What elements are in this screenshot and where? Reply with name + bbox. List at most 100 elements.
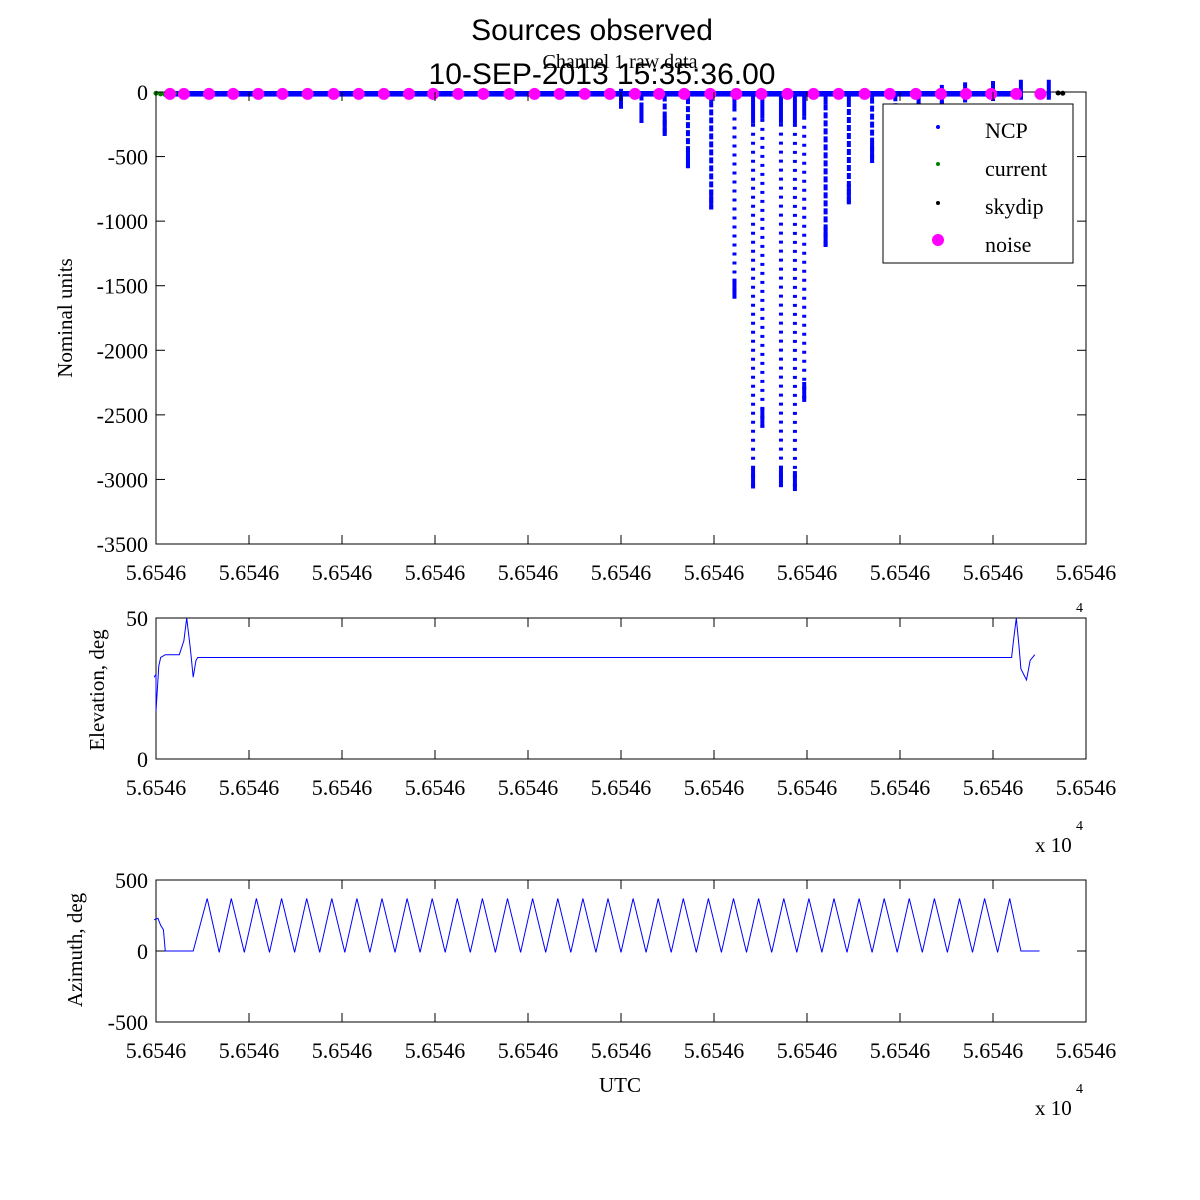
raw-x-tick-label: 5.6546 bbox=[219, 560, 280, 585]
raw-x-tick-label: 5.6546 bbox=[870, 560, 931, 585]
elev-x-tick-label: 5.6546 bbox=[591, 775, 652, 800]
raw-x-tick-label: 5.6546 bbox=[591, 560, 652, 585]
raw-y-tick-label: -2500 bbox=[97, 403, 148, 428]
elev-x-tick-label: 5.6546 bbox=[405, 775, 466, 800]
az-x-tick-label: 5.6546 bbox=[777, 1038, 838, 1063]
noise-point bbox=[1010, 87, 1023, 100]
az-x-tick-label: 5.6546 bbox=[126, 1038, 187, 1063]
noise-point bbox=[883, 87, 896, 100]
noise-point bbox=[653, 87, 666, 100]
noise-point bbox=[163, 87, 176, 100]
azimuth-line bbox=[153, 898, 1040, 953]
noise-point bbox=[477, 87, 490, 100]
noise-point bbox=[755, 87, 768, 100]
noise-point bbox=[678, 87, 691, 100]
elevation-y-ticks: 0 50 bbox=[126, 606, 1086, 772]
azimuth-panel: 5.6546 5.6546 5.6546 5.6546 5.6546 5.6546 5.65… bbox=[63, 868, 1116, 1120]
noise-point bbox=[276, 87, 289, 100]
skydip-point bbox=[1055, 90, 1061, 96]
noise-point bbox=[377, 87, 390, 100]
elev-x-tick-label: 5.6546 bbox=[126, 775, 187, 800]
noise-point bbox=[578, 87, 591, 100]
noise-point bbox=[832, 87, 845, 100]
elevation-exponent-power: 4 bbox=[1076, 819, 1083, 834]
azimuth-exponent-base: x 10 bbox=[1035, 1096, 1072, 1120]
raw-x-ticks: 5.6546 5.6546 5.6546 5.6546 5.6546 5.6546 5.65… bbox=[126, 92, 1117, 585]
legend-label-noise: noise bbox=[985, 232, 1031, 257]
noise-point bbox=[503, 87, 516, 100]
azimuth-y-ticks: -500 0 500 bbox=[108, 868, 1086, 1035]
az-y-tick-label: -500 bbox=[108, 1010, 148, 1035]
noise-point bbox=[1034, 87, 1047, 100]
legend-box bbox=[882, 103, 1074, 264]
noise-point bbox=[807, 87, 820, 100]
elev-x-tick-label: 5.6546 bbox=[219, 775, 280, 800]
noise-point bbox=[909, 87, 922, 100]
ncp-baseline-band bbox=[165, 91, 1021, 97]
x-axis-label: UTC bbox=[599, 1073, 641, 1097]
noise-point bbox=[252, 87, 265, 100]
skydip-point bbox=[1060, 90, 1066, 96]
legend-marker-ncp bbox=[936, 125, 940, 129]
az-series-line bbox=[153, 898, 1040, 953]
az-x-tick-label: 5.6546 bbox=[684, 1038, 745, 1063]
elevation-axes-box bbox=[155, 617, 1087, 760]
current-point bbox=[158, 91, 164, 97]
az-x-tick-label: 5.6546 bbox=[870, 1038, 931, 1063]
raw-x-tick-label: 5.6546 bbox=[405, 560, 466, 585]
raw-x-tick-label: 5.6546 bbox=[777, 560, 838, 585]
noise-point bbox=[352, 87, 365, 100]
noise-point bbox=[177, 87, 190, 100]
noise-point bbox=[203, 87, 216, 100]
noise-point bbox=[704, 87, 717, 100]
legend-marker-noise bbox=[932, 234, 944, 246]
elevation-x-ticks: 5.6546 5.6546 5.6546 5.6546 5.6546 5.6546 5.65… bbox=[126, 618, 1117, 800]
elev-x-tick-label: 5.6546 bbox=[870, 775, 931, 800]
azimuth-y-axis-label: Azimuth, deg bbox=[63, 892, 87, 1007]
legend: NCP current skydip noise bbox=[882, 103, 1074, 264]
raw-x-tick-label: 5.6546 bbox=[126, 560, 187, 585]
noise-point bbox=[960, 87, 973, 100]
noise-point bbox=[603, 87, 616, 100]
raw-exponent-power: 4 bbox=[1076, 601, 1083, 616]
noise-point bbox=[934, 87, 947, 100]
az-x-tick-label: 5.6546 bbox=[498, 1038, 559, 1063]
elev-x-tick-label: 5.6546 bbox=[498, 775, 559, 800]
figure-title: Sources observed bbox=[471, 14, 713, 47]
raw-y-tick-label: -3500 bbox=[97, 532, 148, 557]
noise-point bbox=[985, 87, 998, 100]
az-y-tick-label: 0 bbox=[137, 939, 148, 964]
elevation-y-axis-label: Elevation, deg bbox=[85, 629, 109, 751]
noise-point bbox=[730, 87, 743, 100]
az-x-tick-label: 5.6546 bbox=[963, 1038, 1024, 1063]
elev-x-tick-label: 5.6546 bbox=[963, 775, 1024, 800]
noise-point bbox=[227, 87, 240, 100]
noise-point bbox=[452, 87, 465, 100]
elevation-panel: 5.6546 5.6546 5.6546 5.6546 5.6546 5.6546 5.65… bbox=[85, 601, 1116, 857]
figure-subtitle: 10-SEP-2013 15:35:36.00 bbox=[429, 58, 776, 91]
az-x-tick-label: 5.6546 bbox=[219, 1038, 280, 1063]
azimuth-exponent-power: 4 bbox=[1076, 1082, 1083, 1097]
noise-point bbox=[327, 87, 340, 100]
az-x-tick-label: 5.6546 bbox=[591, 1038, 652, 1063]
legend-marker-skydip bbox=[936, 201, 940, 205]
raw-x-tick-label: 5.6546 bbox=[312, 560, 373, 585]
noise-point bbox=[301, 87, 314, 100]
raw-y-tick-label: 0 bbox=[137, 80, 148, 105]
azimuth-x-ticks: 5.6546 5.6546 5.6546 5.6546 5.6546 5.6546 5.65… bbox=[126, 880, 1116, 1063]
elev-x-tick-label: 5.6546 bbox=[777, 775, 838, 800]
elev-y-tick-label: 0 bbox=[137, 747, 148, 772]
raw-x-tick-label: 5.6546 bbox=[498, 560, 559, 585]
elev-x-tick-label: 5.6546 bbox=[684, 775, 745, 800]
elev-series-line bbox=[153, 617, 1036, 712]
noise-point bbox=[427, 87, 440, 100]
raw-x-tick-label: 5.6546 bbox=[1056, 560, 1117, 585]
legend-marker-current bbox=[936, 162, 940, 166]
elev-x-tick-label: 5.6546 bbox=[312, 775, 373, 800]
raw-y-tick-label: -1500 bbox=[97, 274, 148, 299]
elev-x-tick-label: 5.6546 bbox=[1056, 775, 1117, 800]
noise-point bbox=[781, 87, 794, 100]
raw-x-tick-label: 5.6546 bbox=[963, 560, 1024, 585]
legend-label-skydip: skydip bbox=[985, 194, 1044, 219]
